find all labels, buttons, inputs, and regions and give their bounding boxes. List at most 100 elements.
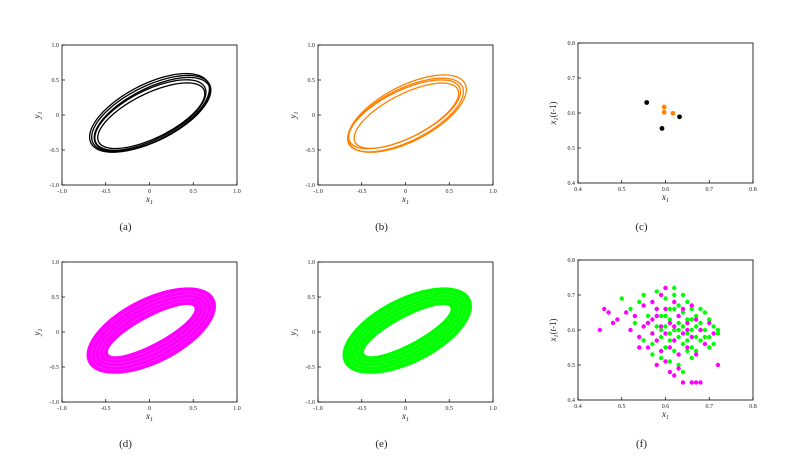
x-tick-label: -1.0 — [57, 189, 67, 195]
scatter-point — [650, 352, 655, 357]
scatter-point — [672, 292, 677, 298]
scatter-point — [663, 306, 668, 312]
y-axis-label: x1(t-1) — [548, 318, 560, 342]
scatter-point — [670, 110, 676, 116]
x-axis-label: x1 — [145, 411, 153, 423]
scatter-point — [698, 320, 703, 326]
scatter-point — [693, 352, 699, 357]
scatter-point — [689, 327, 694, 333]
scatter-point — [680, 380, 686, 385]
scatter-point — [676, 320, 681, 326]
scatter-point — [715, 331, 721, 336]
plot-area — [342, 287, 472, 374]
scatter-point — [650, 317, 655, 322]
scatter-point — [711, 341, 716, 347]
scatter-point — [654, 324, 659, 329]
y-tick-label: 0.7 — [568, 293, 576, 299]
x-axis-label: x1 — [401, 194, 409, 206]
plot-area — [86, 287, 216, 374]
y-tick-label: 1.0 — [52, 43, 60, 49]
y-tick-label: 0.4 — [568, 181, 576, 187]
scatter-point — [654, 338, 659, 343]
scatter-point — [676, 352, 681, 357]
scatter-point — [707, 317, 712, 322]
scatter-point — [606, 310, 611, 315]
scatter-point — [702, 341, 708, 347]
scatter-point — [676, 362, 681, 368]
scatter-point — [685, 345, 690, 350]
panel-f: 0.4 0.5 0.6 0.7 0.8 0.4 0.5 0.6 0.7 0.8 x1 x1(t-1) (… — [548, 258, 757, 450]
attractor-loop — [346, 77, 465, 153]
scatter-point — [663, 296, 668, 301]
scatter-point — [641, 324, 646, 329]
attractor-strand — [359, 301, 456, 361]
scatter-point — [676, 366, 681, 371]
panel-caption: (f) — [636, 438, 647, 450]
scatter-point — [676, 327, 681, 333]
y-axis-label: y1 — [288, 112, 300, 120]
scatter-point — [667, 338, 673, 343]
scatter-point — [680, 341, 686, 347]
plot-frame — [317, 44, 494, 186]
scatter-point — [667, 369, 673, 375]
plot-area — [346, 74, 467, 153]
x-axis-label: x1 — [661, 192, 669, 204]
x-tick-label: 0.7 — [706, 187, 714, 193]
x-tick-label: 0.5 — [190, 189, 198, 195]
scatter-point — [641, 292, 646, 298]
scatter-point — [663, 331, 668, 336]
x-tick-label: -0.5 — [357, 406, 367, 412]
scatter-point — [685, 331, 690, 336]
x-tick-label: 0 — [404, 189, 407, 195]
y-tick-label: -1.0 — [50, 183, 60, 189]
scatter-point — [672, 299, 677, 305]
scatter-point — [715, 362, 721, 368]
plot-frame — [317, 261, 494, 403]
panel-caption: (b) — [375, 221, 388, 233]
scatter-point — [663, 285, 668, 291]
attractor-outer-edge — [86, 287, 216, 374]
scatter-point — [637, 334, 642, 340]
y-axis-label: y1 — [32, 112, 44, 120]
scatter-point — [654, 289, 659, 294]
plot-area — [597, 285, 721, 385]
scatter-point — [680, 369, 686, 375]
y-tick-label: -0.5 — [306, 148, 316, 154]
scatter-point — [672, 327, 677, 333]
scatter-point — [663, 359, 668, 364]
panel-e: -1.0 -0.5 0 0.5 1.0 -1.0 -0.5 0 0.5 1.0 x1 y1 (e) — [288, 260, 497, 450]
x-tick-label: 1.0 — [489, 406, 497, 412]
scatter-point — [658, 327, 664, 333]
scatter-point — [645, 345, 651, 350]
y-tick-label: 0.5 — [308, 78, 316, 84]
scatter-point — [693, 334, 699, 340]
x-tick-label: -1.0 — [313, 189, 323, 195]
scatter-point — [689, 355, 694, 361]
x-tick-label: 1.0 — [233, 189, 241, 195]
x-tick-label: 0.8 — [749, 187, 757, 193]
scatter-point — [667, 317, 673, 322]
scatter-point — [693, 324, 699, 329]
scatter-point — [707, 320, 712, 326]
y-axis-label: y1 — [288, 329, 300, 337]
y-tick-label: 0.8 — [568, 258, 576, 264]
scatter-point — [715, 327, 721, 333]
attractor-loop — [97, 82, 206, 150]
x-tick-label: -1.0 — [313, 406, 323, 412]
scatter-point — [707, 345, 712, 350]
scatter-point — [637, 345, 642, 350]
scatter-point — [628, 306, 633, 312]
panel-c: 0.4 0.5 0.6 0.7 0.8 0.4 0.5 0.6 0.7 0.8 x1 x1(t-1) (… — [548, 41, 757, 233]
attractor-inner-edge — [106, 303, 196, 358]
scatter-point — [602, 306, 607, 312]
scatter-point — [645, 313, 651, 319]
x-tick-label: 0.4 — [574, 404, 582, 410]
attractor-outer-edge — [342, 287, 472, 374]
scatter-point — [658, 348, 664, 354]
scatter-point — [680, 324, 686, 329]
scatter-point — [676, 334, 681, 340]
scatter-point — [619, 296, 624, 301]
y-tick-label: 0.5 — [308, 295, 316, 301]
scatter-point — [689, 334, 694, 340]
